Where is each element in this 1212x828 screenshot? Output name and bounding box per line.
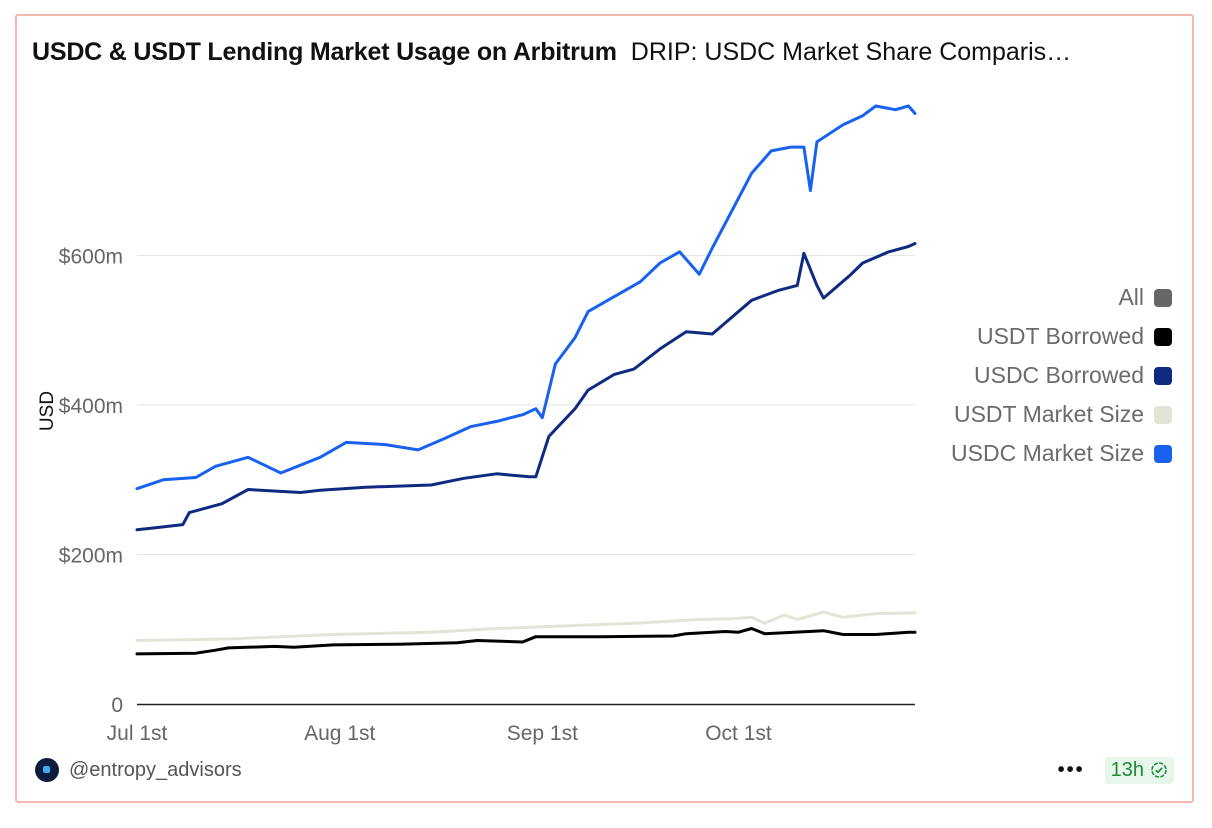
freshness-age: 13h [1110,758,1144,781]
chart-subtitle-link[interactable]: DRIP: USDC Market Share Comparis… [630,38,1072,66]
line-chart: 0 $200m $400m $600m Jul 1st Aug 1st Sep 1st Oct… [37,104,917,745]
freshness-badge: 13h [1104,756,1174,784]
legend-swatch [1154,327,1172,346]
y-tick-label: $600m [59,246,123,269]
legend-label: USDC Market Size [951,440,1144,466]
legend-swatch [1154,288,1172,307]
series-line-usdc-market-size [135,104,917,491]
x-tick-label: Aug 1st [304,722,375,745]
legend-item-all[interactable]: All [951,278,1172,317]
legend-swatch [1154,366,1172,385]
legend-label: USDT Borrowed [976,323,1144,349]
legend-label: USDT Market Size [953,401,1144,427]
chart-legend: All USDT Borrowed USDC Borrowed USDT Market… [951,278,1172,473]
legend-item-usdc-borrowed[interactable]: USDC Borrowed [951,356,1172,395]
legend-label: All [1118,284,1144,310]
y-axis-title: USD [37,391,58,431]
legend-item-usdt-borrowed[interactable]: USDT Borrowed [951,317,1172,356]
y-tick-label: 0 [111,694,123,717]
series-line-usdt-market-size [135,610,917,642]
chart-card: USDC & USDT Lending Market Usage on Arbi… [15,14,1194,803]
more-options-icon[interactable]: ••• [1057,758,1085,781]
legend-swatch [1154,444,1172,463]
legend-swatch [1154,405,1172,424]
y-tick-label: $200m [59,545,123,568]
series-line-usdc-borrowed [135,242,917,532]
series-line-usdt-borrowed [135,627,917,656]
x-tick-label: Jul 1st [107,722,168,745]
x-tick-label: Oct 1st [705,722,772,745]
chart-title: USDC & USDT Lending Market Usage on Arbi… [32,38,617,66]
chart-footer: @entropy_advisors ••• 13h [35,753,1174,787]
chart-header: USDC & USDT Lending Market Usage on Arbi… [32,38,1182,78]
legend-label: USDC Borrowed [974,362,1144,388]
check-badge-icon [1151,762,1167,778]
entropy-logo-avatar [35,758,59,782]
legend-item-usdt-market-size[interactable]: USDT Market Size [951,395,1172,434]
x-tick-label: Sep 1st [507,722,578,745]
y-tick-label: $400m [59,395,123,418]
legend-item-usdc-market-size[interactable]: USDC Market Size [951,434,1172,473]
author-handle-link[interactable]: @entropy_advisors [69,758,242,781]
